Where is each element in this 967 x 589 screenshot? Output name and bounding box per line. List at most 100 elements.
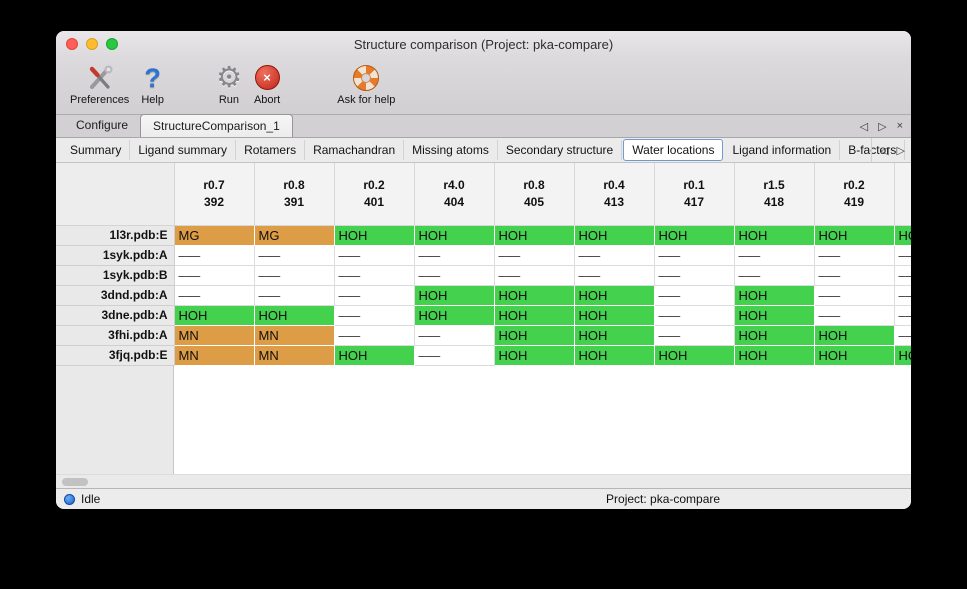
subtab-scroll-left-icon[interactable]: ◁ — [880, 144, 889, 157]
table-cell[interactable]: ––– — [653, 324, 735, 346]
tab-close-icon[interactable]: × — [896, 120, 903, 132]
table-cell[interactable]: HOH — [893, 344, 911, 366]
column-header[interactable]: r0.7 392 — [173, 163, 255, 226]
table-cell[interactable]: HOH — [733, 324, 815, 346]
table-cell[interactable]: ––– — [653, 244, 735, 266]
table-cell[interactable]: HOH — [733, 224, 815, 246]
table-cell[interactable]: HOH — [653, 344, 735, 366]
table-cell[interactable]: HOH — [813, 224, 895, 246]
table-cell[interactable]: ––– — [573, 264, 655, 286]
table-cell[interactable]: HOH — [493, 224, 575, 246]
table-cell[interactable]: HOH — [573, 304, 655, 326]
column-header[interactable]: r0.8 391 — [253, 163, 335, 226]
table-cell[interactable]: ––– — [413, 324, 495, 346]
row-label[interactable]: 3fhi.pdb:A — [56, 324, 175, 346]
row-label[interactable]: 1syk.pdb:B — [56, 264, 175, 286]
row-label[interactable]: 1syk.pdb:A — [56, 244, 175, 266]
table-cell[interactable]: HOH — [253, 304, 335, 326]
subtab-missing-atoms[interactable]: Missing atoms — [404, 140, 498, 160]
table-cell[interactable]: ––– — [253, 284, 335, 306]
minimize-window-button[interactable] — [86, 38, 98, 50]
table-cell[interactable]: HOH — [733, 304, 815, 326]
ask-for-help-button[interactable]: Ask for help — [331, 61, 401, 106]
subtab-ligand-information[interactable]: Ligand information — [724, 140, 841, 160]
table-cell[interactable]: ––– — [653, 304, 735, 326]
table-cell[interactable]: HOH — [573, 224, 655, 246]
column-header[interactable]: r0.1 417 — [653, 163, 735, 226]
run-button[interactable]: ⚙ Run — [210, 61, 248, 107]
row-label[interactable]: 3dnd.pdb:A — [56, 284, 175, 306]
table-cell[interactable]: ––– — [733, 264, 815, 286]
close-window-button[interactable] — [66, 38, 78, 50]
horizontal-scrollbar-thumb[interactable] — [62, 478, 88, 486]
column-header[interactable]: r4.0 404 — [413, 163, 495, 226]
table-cell[interactable]: HOH — [573, 344, 655, 366]
table-cell[interactable]: ––– — [333, 324, 415, 346]
table-cell[interactable]: HOH — [493, 324, 575, 346]
table-cell[interactable]: ––– — [413, 344, 495, 366]
table-cell[interactable]: ––– — [573, 244, 655, 266]
table-cell[interactable]: ––– — [493, 244, 575, 266]
table-cell[interactable]: HOH — [893, 224, 911, 246]
table-cell[interactable]: ––– — [333, 304, 415, 326]
column-header[interactable]: r0.2 419 — [813, 163, 895, 226]
table-cell[interactable]: HOH — [333, 224, 415, 246]
table-cell[interactable]: ––– — [893, 244, 911, 266]
tab-configure[interactable]: Configure — [76, 118, 129, 132]
table-cell[interactable]: HOH — [333, 344, 415, 366]
table-cell[interactable]: MN — [173, 344, 255, 366]
help-button[interactable]: ? Help — [135, 61, 170, 107]
table-cell[interactable]: ––– — [893, 284, 911, 306]
table-cell[interactable]: ––– — [813, 304, 895, 326]
table-cell[interactable]: ––– — [333, 284, 415, 306]
subtab-b-factors[interactable]: B-factors — [840, 140, 906, 160]
table-cell[interactable]: ––– — [653, 264, 735, 286]
table-cell[interactable]: HOH — [813, 344, 895, 366]
subtab-ramachandran[interactable]: Ramachandran — [305, 140, 405, 160]
tab-scroll-right-icon[interactable]: ▷ — [878, 120, 887, 133]
table-cell[interactable]: HOH — [173, 304, 255, 326]
horizontal-scrollbar[interactable] — [56, 474, 911, 488]
tab-scroll-left-icon[interactable]: ◁ — [859, 120, 869, 133]
table-cell[interactable]: ––– — [813, 284, 895, 306]
table-cell[interactable]: ––– — [333, 244, 415, 266]
column-header[interactable] — [893, 163, 911, 226]
table-cell[interactable]: ––– — [333, 264, 415, 286]
table-cell[interactable]: HOH — [413, 224, 495, 246]
row-label[interactable]: 3fjq.pdb:E — [56, 344, 175, 366]
table-cell[interactable]: ––– — [893, 324, 911, 346]
preferences-button[interactable]: Preferences — [64, 61, 135, 106]
abort-button[interactable]: × Abort — [248, 61, 286, 106]
table-cell[interactable]: ––– — [893, 264, 911, 286]
table-cell[interactable]: ––– — [653, 284, 735, 306]
table-cell[interactable]: ––– — [893, 304, 911, 326]
tab-structure-comparison-1[interactable]: StructureComparison_1 — [140, 114, 293, 137]
table-cell[interactable]: ––– — [173, 284, 255, 306]
table-cell[interactable]: HOH — [413, 284, 495, 306]
table-cell[interactable]: ––– — [733, 244, 815, 266]
table-cell[interactable]: HOH — [733, 284, 815, 306]
column-header[interactable]: r1.5 418 — [733, 163, 815, 226]
subtab-secondary-structure[interactable]: Secondary structure — [498, 140, 623, 160]
table-cell[interactable]: HOH — [413, 304, 495, 326]
column-header[interactable]: r0.4 413 — [573, 163, 655, 226]
table-cell[interactable]: ––– — [493, 264, 575, 286]
row-label[interactable]: 3dne.pdb:A — [56, 304, 175, 326]
row-label[interactable]: 1l3r.pdb:E — [56, 224, 175, 246]
table-cell[interactable]: HOH — [813, 324, 895, 346]
table-cell[interactable]: ––– — [253, 264, 335, 286]
subtab-summary[interactable]: Summary — [62, 140, 131, 160]
table-cell[interactable]: MN — [173, 324, 255, 346]
table-cell[interactable]: ––– — [813, 264, 895, 286]
table-cell[interactable]: HOH — [493, 304, 575, 326]
table-cell[interactable]: MG — [253, 224, 335, 246]
table-cell[interactable]: HOH — [573, 284, 655, 306]
table-cell[interactable]: HOH — [733, 344, 815, 366]
column-header[interactable]: r0.2 401 — [333, 163, 415, 226]
zoom-window-button[interactable] — [106, 38, 118, 50]
table-cell[interactable]: ––– — [413, 244, 495, 266]
table-cell[interactable]: ––– — [813, 244, 895, 266]
subtab-scroll-right-icon[interactable]: ▷ — [896, 144, 905, 157]
subtab-water-locations[interactable]: Water locations — [623, 139, 724, 161]
table-cell[interactable]: HOH — [493, 344, 575, 366]
